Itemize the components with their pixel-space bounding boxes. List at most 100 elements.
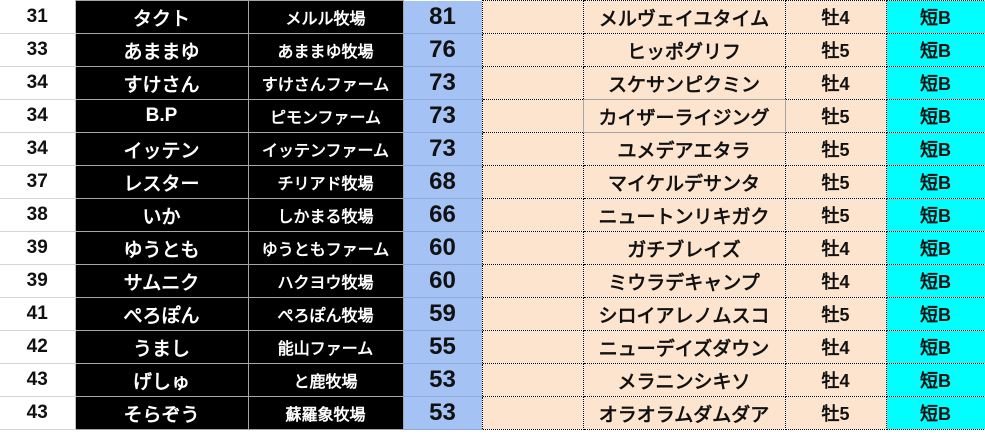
owner-name-cell[interactable]: レスター bbox=[74, 165, 249, 199]
sex-age-cell[interactable]: 牡4 bbox=[784, 330, 887, 364]
owner-name-cell[interactable]: ゆうとも bbox=[74, 231, 249, 265]
owner-name-cell[interactable]: ぺろぽん bbox=[74, 297, 249, 331]
horse-name-cell[interactable]: オラオラムダムダア bbox=[582, 396, 786, 430]
horse-name-cell[interactable]: スケサンピクミン bbox=[582, 66, 786, 100]
owner-name-cell[interactable]: うまし bbox=[74, 330, 249, 364]
farm-name-cell[interactable]: すけさんファーム bbox=[247, 66, 404, 100]
rank-cell[interactable]: 42 bbox=[0, 330, 76, 364]
empty-cell[interactable] bbox=[481, 297, 584, 331]
empty-cell[interactable] bbox=[481, 264, 584, 298]
class-cell[interactable]: 短B bbox=[885, 297, 985, 331]
class-cell[interactable]: 短B bbox=[885, 396, 985, 430]
empty-cell[interactable] bbox=[481, 165, 584, 199]
horse-name-cell[interactable]: シロイアレノムスコ bbox=[582, 297, 786, 331]
class-cell[interactable]: 短B bbox=[885, 33, 985, 67]
score-cell[interactable]: 53 bbox=[403, 396, 482, 430]
sex-age-cell[interactable]: 牡4 bbox=[784, 66, 887, 100]
farm-name-cell[interactable]: ゆうともファーム bbox=[247, 231, 404, 265]
class-cell[interactable]: 短B bbox=[885, 231, 985, 265]
class-cell[interactable]: 短B bbox=[885, 363, 985, 397]
farm-name-cell[interactable]: あままゆ牧場 bbox=[247, 33, 404, 67]
sex-age-cell[interactable]: 牡4 bbox=[784, 264, 887, 298]
rank-cell[interactable]: 43 bbox=[0, 396, 76, 430]
empty-cell[interactable] bbox=[481, 231, 584, 265]
empty-cell[interactable] bbox=[481, 0, 584, 34]
horse-name-cell[interactable]: ニューデイズダウン bbox=[582, 330, 786, 364]
rank-cell[interactable]: 37 bbox=[0, 165, 76, 199]
horse-name-cell[interactable]: ミウラデキャンプ bbox=[582, 264, 786, 298]
class-cell[interactable]: 短B bbox=[885, 99, 985, 133]
sex-age-cell[interactable]: 牡5 bbox=[784, 33, 887, 67]
owner-name-cell[interactable]: B.P bbox=[74, 99, 249, 133]
sex-age-cell[interactable]: 牡5 bbox=[784, 165, 887, 199]
score-cell[interactable]: 73 bbox=[403, 132, 482, 166]
rank-cell[interactable]: 39 bbox=[0, 231, 76, 265]
horse-name-cell[interactable]: ガチブレイズ bbox=[582, 231, 786, 265]
class-cell[interactable]: 短B bbox=[885, 330, 985, 364]
farm-name-cell[interactable]: 蘇羅象牧場 bbox=[247, 396, 404, 430]
farm-name-cell[interactable]: チリアド牧場 bbox=[247, 165, 404, 199]
rank-cell[interactable]: 41 bbox=[0, 297, 76, 331]
rank-cell[interactable]: 43 bbox=[0, 363, 76, 397]
score-cell[interactable]: 59 bbox=[403, 297, 482, 331]
sex-age-cell[interactable]: 牡5 bbox=[784, 132, 887, 166]
empty-cell[interactable] bbox=[481, 132, 584, 166]
sex-age-cell[interactable]: 牡5 bbox=[784, 99, 887, 133]
empty-cell[interactable] bbox=[481, 330, 584, 364]
horse-name-cell[interactable]: ユメデアエタラ bbox=[582, 132, 786, 166]
farm-name-cell[interactable]: ハクヨウ牧場 bbox=[247, 264, 404, 298]
owner-name-cell[interactable]: げしゅ bbox=[74, 363, 249, 397]
sex-age-cell[interactable]: 牡5 bbox=[784, 198, 887, 232]
empty-cell[interactable] bbox=[481, 66, 584, 100]
score-cell[interactable]: 66 bbox=[403, 198, 482, 232]
empty-cell[interactable] bbox=[481, 198, 584, 232]
farm-name-cell[interactable]: イッテンファーム bbox=[247, 132, 404, 166]
farm-name-cell[interactable]: メルル牧場 bbox=[247, 0, 404, 34]
score-cell[interactable]: 68 bbox=[403, 165, 482, 199]
score-cell[interactable]: 73 bbox=[403, 66, 482, 100]
class-cell[interactable]: 短B bbox=[885, 66, 985, 100]
horse-name-cell[interactable]: ニュートンリキガク bbox=[582, 198, 786, 232]
farm-name-cell[interactable]: ピモンファーム bbox=[247, 99, 404, 133]
owner-name-cell[interactable]: いか bbox=[74, 198, 249, 232]
score-cell[interactable]: 60 bbox=[403, 231, 482, 265]
sex-age-cell[interactable]: 牡4 bbox=[784, 231, 887, 265]
rank-cell[interactable]: 33 bbox=[0, 33, 76, 67]
horse-name-cell[interactable]: ヒッポグリフ bbox=[582, 33, 786, 67]
class-cell[interactable]: 短B bbox=[885, 132, 985, 166]
score-cell[interactable]: 60 bbox=[403, 264, 482, 298]
class-cell[interactable]: 短B bbox=[885, 198, 985, 232]
farm-name-cell[interactable]: 能山ファーム bbox=[247, 330, 404, 364]
rank-cell[interactable]: 39 bbox=[0, 264, 76, 298]
score-cell[interactable]: 81 bbox=[403, 0, 482, 34]
rank-cell[interactable]: 34 bbox=[0, 66, 76, 100]
farm-name-cell[interactable]: ぺろぽん牧場 bbox=[247, 297, 404, 331]
owner-name-cell[interactable]: そらぞう bbox=[74, 396, 249, 430]
rank-cell[interactable]: 31 bbox=[0, 0, 76, 34]
owner-name-cell[interactable]: タクト bbox=[74, 0, 249, 34]
empty-cell[interactable] bbox=[481, 396, 584, 430]
class-cell[interactable]: 短B bbox=[885, 165, 985, 199]
owner-name-cell[interactable]: あままゆ bbox=[74, 33, 249, 67]
rank-cell[interactable]: 34 bbox=[0, 99, 76, 133]
empty-cell[interactable] bbox=[481, 363, 584, 397]
sex-age-cell[interactable]: 牡4 bbox=[784, 0, 887, 34]
horse-name-cell[interactable]: メルヴェイユタイム bbox=[582, 0, 786, 34]
horse-name-cell[interactable]: メラニンシキソ bbox=[582, 363, 786, 397]
rank-cell[interactable]: 38 bbox=[0, 198, 76, 232]
owner-name-cell[interactable]: イッテン bbox=[74, 132, 249, 166]
score-cell[interactable]: 76 bbox=[403, 33, 482, 67]
rank-cell[interactable]: 34 bbox=[0, 132, 76, 166]
score-cell[interactable]: 53 bbox=[403, 363, 482, 397]
farm-name-cell[interactable]: と鹿牧場 bbox=[247, 363, 404, 397]
farm-name-cell[interactable]: しかまる牧場 bbox=[247, 198, 404, 232]
owner-name-cell[interactable]: サムニク bbox=[74, 264, 249, 298]
empty-cell[interactable] bbox=[481, 99, 584, 133]
sex-age-cell[interactable]: 牡4 bbox=[784, 363, 887, 397]
score-cell[interactable]: 73 bbox=[403, 99, 482, 133]
score-cell[interactable]: 55 bbox=[403, 330, 482, 364]
class-cell[interactable]: 短B bbox=[885, 264, 985, 298]
horse-name-cell[interactable]: カイザーライジング bbox=[582, 99, 786, 133]
class-cell[interactable]: 短B bbox=[885, 0, 985, 34]
horse-name-cell[interactable]: マイケルデサンタ bbox=[582, 165, 786, 199]
